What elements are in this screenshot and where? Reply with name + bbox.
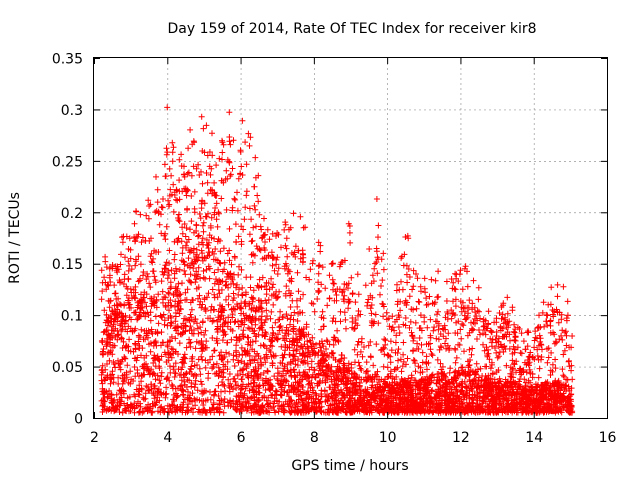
chart-title: Day 159 of 2014, Rate Of TEC Index for r… (167, 21, 536, 37)
scatter-point (98, 104, 576, 416)
x-tick-label: 8 (310, 430, 319, 446)
y-axis-label: ROTI / TECUs (7, 192, 23, 284)
y-tick-label: 0.3 (61, 103, 83, 119)
y-tick-label: 0.35 (52, 52, 83, 68)
y-tick-label: 0.05 (52, 360, 83, 376)
y-tick-label: 0.15 (52, 257, 83, 273)
x-tick-label: 16 (599, 430, 617, 446)
y-tick-label: 0.1 (61, 309, 83, 325)
x-tick-label: 12 (452, 430, 470, 446)
x-tick-label: 10 (379, 430, 397, 446)
x-tick-label: 6 (237, 430, 246, 446)
axes: 2 4 6 8 10 12 14 16 0 0.05 0.1 0.15 0.2 0.25 0.3 0.35 (52, 52, 617, 447)
x-tick-label: 2 (90, 430, 99, 446)
y-tick-label: 0.2 (61, 206, 83, 222)
y-tick-label: 0 (74, 412, 83, 428)
x-axis-label: GPS time / hours (291, 458, 408, 474)
scatter-points (98, 104, 576, 416)
x-tick-label: 14 (525, 430, 543, 446)
x-tick-label: 4 (163, 430, 172, 446)
plot-frame (93, 57, 608, 419)
y-tick-label: 0.25 (52, 154, 83, 170)
